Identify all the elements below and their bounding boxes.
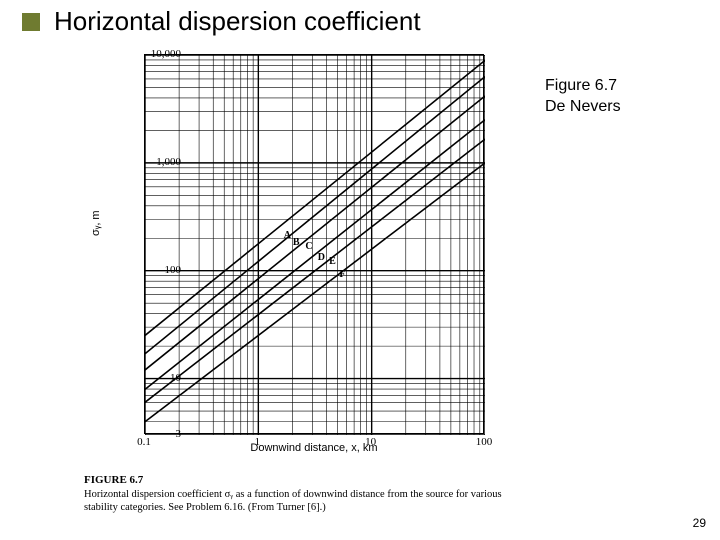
x-tick-label: 10 (365, 436, 376, 448)
y-tick-label: 1,000 (156, 156, 181, 168)
x-tick-label: 100 (476, 436, 493, 448)
figure-ref-line2: De Nevers (545, 97, 621, 118)
x-axis-label: Downwind distance, x, km (144, 442, 484, 454)
y-tick-label: 100 (165, 264, 182, 276)
figure-reference: Figure 6.7 De Nevers (545, 76, 621, 118)
x-tick-label: 0.1 (137, 436, 151, 448)
caption-head: FIGURE 6.7 (84, 474, 504, 488)
figure-caption: FIGURE 6.7 Horizontal dispersion coeffic… (84, 474, 504, 514)
figure-ref-line1: Figure 6.7 (545, 76, 621, 97)
chart-container: σᵧ, m ABCDEF Downwind distance, x, km 3 1… (78, 44, 528, 492)
y-tick-label: 3 (176, 428, 182, 440)
page-number: 29 (693, 516, 706, 530)
x-tick-label: 1 (255, 436, 261, 448)
chart-svg (145, 55, 485, 435)
caption-body: Horizontal dispersion coefficient σᵧ as … (84, 488, 504, 514)
bullet-icon (22, 13, 40, 31)
y-tick-label: 10 (170, 372, 181, 384)
chart-plot-area: ABCDEF (144, 54, 484, 434)
y-axis-label: σᵧ, m (90, 210, 102, 236)
y-tick-label: 10,000 (151, 48, 181, 60)
slide-title: Horizontal dispersion coefficient (54, 6, 421, 37)
title-row: Horizontal dispersion coefficient (22, 6, 421, 37)
slide: Horizontal dispersion coefficient Figure… (0, 0, 720, 540)
